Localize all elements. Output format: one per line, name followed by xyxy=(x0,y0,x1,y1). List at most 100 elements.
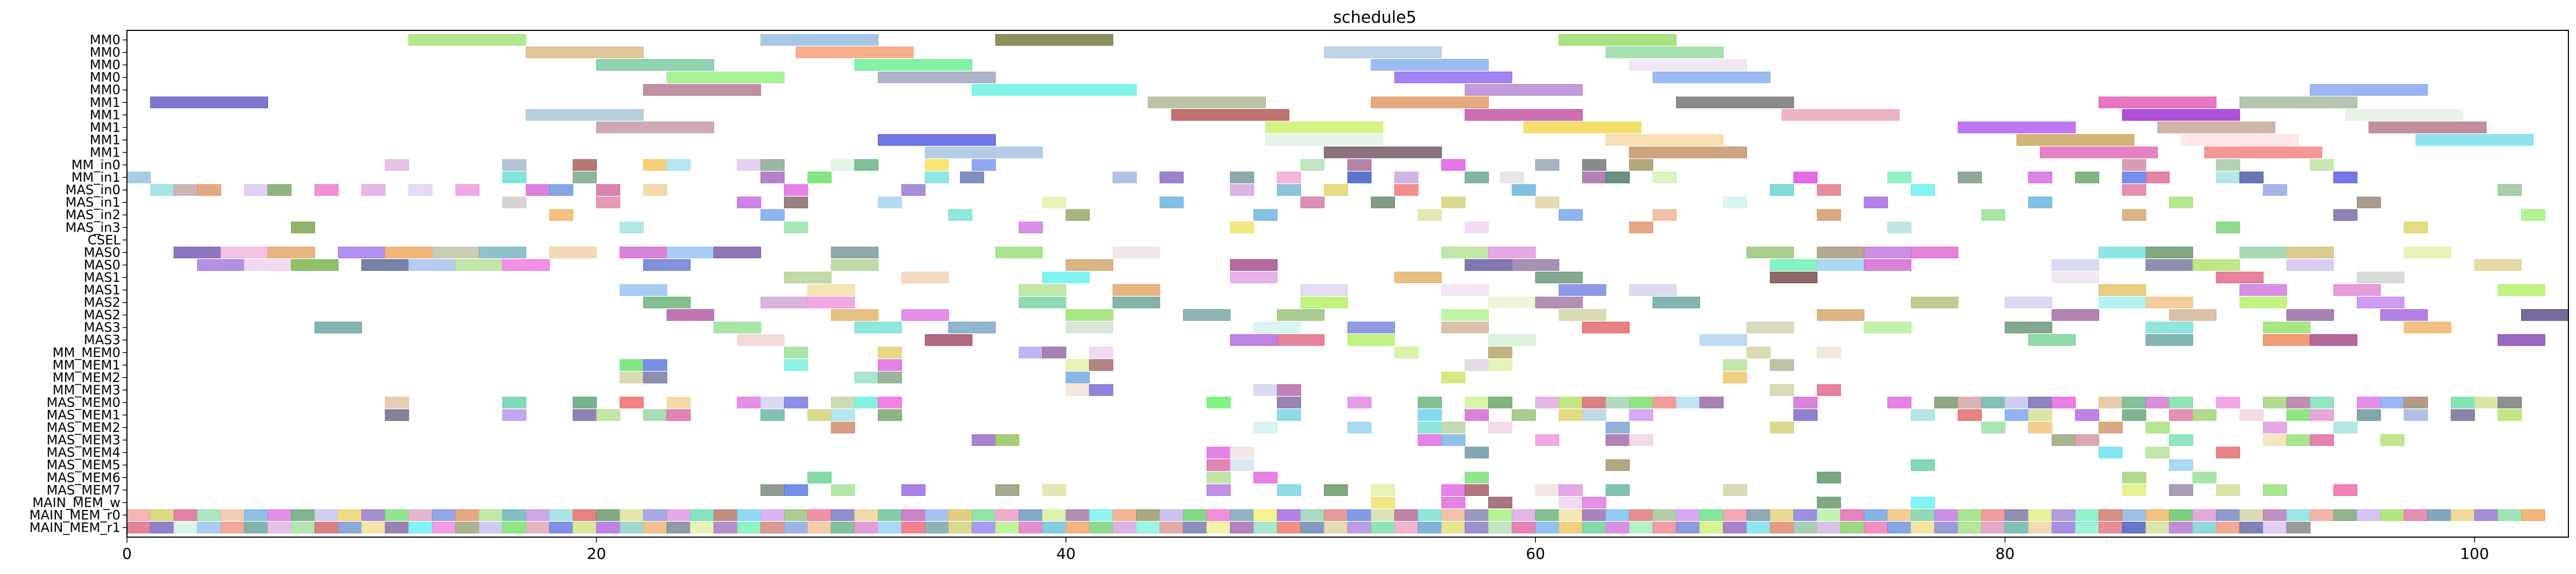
task-bar xyxy=(596,509,621,521)
task-bar xyxy=(784,397,808,409)
task-bar xyxy=(2028,422,2052,433)
task-bar xyxy=(1112,284,1161,296)
task-bar xyxy=(2333,171,2358,183)
task-bar xyxy=(1418,422,1442,433)
task-bar xyxy=(1793,509,1818,521)
task-bar xyxy=(1441,434,1465,446)
task-bar xyxy=(1605,459,1630,471)
task-bar xyxy=(596,521,621,534)
task-bar xyxy=(2239,246,2287,259)
task-bar xyxy=(2333,484,2358,496)
task-bar xyxy=(1488,521,1513,534)
task-bar xyxy=(831,484,855,496)
task-bar xyxy=(1066,384,1090,396)
task-bar xyxy=(1112,296,1161,309)
task-bar xyxy=(1605,521,1630,534)
task-bar xyxy=(784,196,808,208)
task-bar xyxy=(2169,309,2217,321)
task-bar xyxy=(972,521,996,534)
task-bar xyxy=(1441,422,1465,433)
task-bar xyxy=(737,196,761,208)
task-bar xyxy=(737,159,761,171)
task-bar xyxy=(1018,221,1043,233)
task-bar xyxy=(1464,84,1583,96)
task-bar xyxy=(291,221,315,233)
task-bar xyxy=(1558,209,1583,221)
task-bar xyxy=(1582,397,1606,409)
chart-title: schedule5 xyxy=(1333,8,1417,27)
task-bar xyxy=(901,309,949,321)
task-bar xyxy=(1582,171,1606,183)
task-bar xyxy=(1230,271,1278,284)
task-bar xyxy=(713,322,761,334)
task-bar xyxy=(643,184,667,196)
y-tick-label: MAS_MEM2 xyxy=(47,420,120,435)
task-bar xyxy=(1770,422,1794,433)
task-bar xyxy=(2497,184,2522,196)
task-bar xyxy=(2380,434,2405,446)
task-bar xyxy=(1464,409,1489,421)
x-tick-label: 60 xyxy=(1526,545,1545,563)
task-bar xyxy=(1066,309,1113,321)
task-bar xyxy=(1277,521,1301,534)
y-tick-label: MM0 xyxy=(90,33,120,48)
task-bar xyxy=(2180,134,2299,146)
task-bar xyxy=(960,171,984,183)
task-bar xyxy=(2122,109,2240,121)
task-bar xyxy=(2122,509,2146,521)
task-bar xyxy=(1746,246,1794,259)
task-bar xyxy=(1840,509,1865,521)
task-bar xyxy=(2216,509,2240,521)
task-bar xyxy=(1582,509,1606,521)
y-tick-label: MM0 xyxy=(90,82,120,98)
task-bar xyxy=(2145,296,2194,309)
task-bar xyxy=(948,509,973,521)
task-bar xyxy=(666,159,691,171)
task-bar xyxy=(2039,146,2158,158)
task-bar xyxy=(878,134,996,146)
task-bar xyxy=(1347,322,1395,334)
task-bar xyxy=(1488,246,1536,259)
task-bar xyxy=(1605,434,1630,446)
task-bar xyxy=(455,184,480,196)
task-bar xyxy=(2345,109,2463,121)
task-bar xyxy=(1464,484,1489,496)
task-bar xyxy=(1981,521,2006,534)
task-bar xyxy=(1066,372,1090,384)
task-bar xyxy=(1042,196,1067,208)
task-bar xyxy=(2028,196,2052,208)
task-bar xyxy=(878,72,996,84)
task-bar xyxy=(361,509,386,521)
task-bar xyxy=(1042,271,1090,284)
task-bar xyxy=(2169,409,2194,421)
task-bar xyxy=(878,359,902,371)
task-bar xyxy=(1558,409,1583,421)
task-bar xyxy=(1230,509,1254,521)
task-bar xyxy=(1183,521,1207,534)
task-bar xyxy=(995,484,1019,496)
task-bar xyxy=(1816,521,1841,534)
task-bar xyxy=(1206,447,1231,458)
task-bar xyxy=(1253,322,1301,334)
task-bars xyxy=(126,34,2569,534)
task-bar xyxy=(784,521,808,534)
task-bar xyxy=(1464,359,1489,371)
task-bar xyxy=(2075,509,2100,521)
task-bar xyxy=(2357,509,2381,521)
task-bar xyxy=(807,171,832,183)
task-bar xyxy=(1934,397,1959,409)
task-bar xyxy=(1441,484,1465,496)
task-bar xyxy=(1535,159,1559,171)
task-bar xyxy=(1347,334,1395,346)
task-bar xyxy=(432,509,456,521)
task-bar xyxy=(291,259,339,271)
task-bar xyxy=(1089,359,1113,371)
task-bar xyxy=(1957,397,1982,409)
task-bar xyxy=(1629,509,1653,521)
task-bar xyxy=(760,509,785,521)
task-bar xyxy=(455,509,480,521)
task-bar xyxy=(620,397,644,409)
task-bar xyxy=(2145,509,2170,521)
task-bar xyxy=(596,59,715,71)
task-bar xyxy=(337,521,362,534)
